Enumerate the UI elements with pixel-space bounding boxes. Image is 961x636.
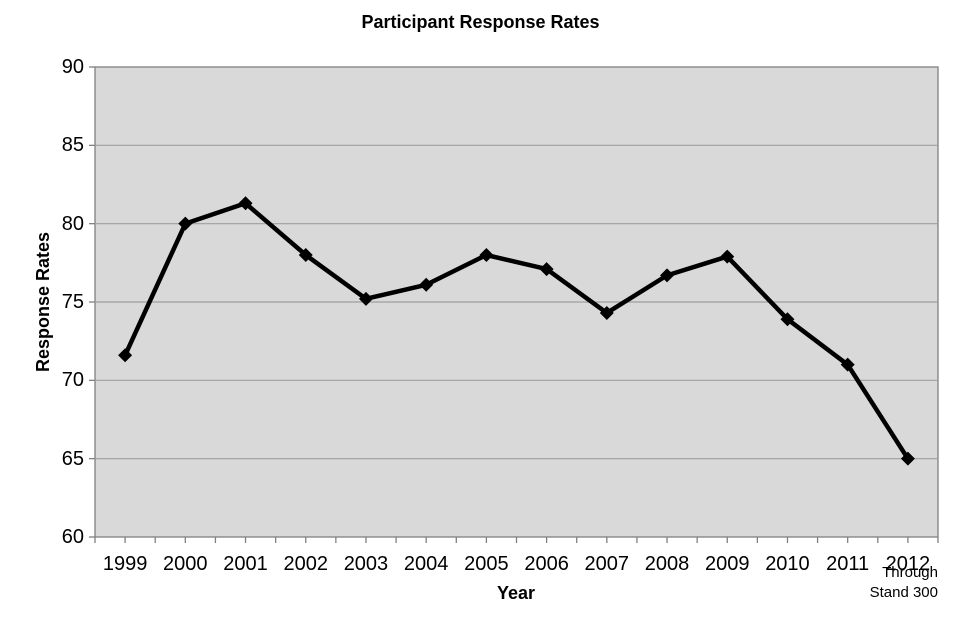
data-point-marker[interactable] bbox=[599, 305, 614, 320]
y-tick-label: 75 bbox=[61, 291, 84, 313]
data-point-marker[interactable] bbox=[539, 262, 554, 277]
series-line bbox=[122, 201, 911, 461]
data-point-marker[interactable] bbox=[298, 248, 313, 262]
data-point-marker[interactable] bbox=[720, 249, 735, 264]
x-tick-label: 2003 bbox=[343, 553, 389, 575]
data-point-marker[interactable] bbox=[118, 348, 133, 363]
x-tick-label: 1999 bbox=[102, 553, 148, 575]
x-tick-label: 2007 bbox=[584, 553, 630, 575]
x-tick-label: 2006 bbox=[524, 553, 569, 575]
x-tick-label: 2008 bbox=[644, 553, 690, 575]
y-tick-label: 65 bbox=[61, 447, 84, 470]
x-tick-label: 2012 bbox=[885, 553, 931, 575]
data-point-marker[interactable] bbox=[780, 312, 795, 327]
x-tick-label: 2004 bbox=[403, 553, 449, 575]
x-tick-label: 2010 bbox=[765, 553, 810, 575]
y-tick-label: 60 bbox=[61, 526, 84, 548]
y-tick-label: 80 bbox=[61, 212, 84, 235]
data-point-marker[interactable] bbox=[840, 357, 855, 372]
y-tick-label: 85 bbox=[61, 134, 84, 157]
data-point-marker[interactable] bbox=[238, 196, 253, 211]
x-tick-label: 2002 bbox=[283, 553, 328, 575]
data-point-marker[interactable] bbox=[178, 216, 193, 231]
data-point-marker[interactable] bbox=[900, 451, 915, 466]
chart-annotation: Through Stand 300 bbox=[869, 564, 938, 601]
y-tick-label: 90 bbox=[61, 56, 84, 78]
data-point-marker[interactable] bbox=[358, 291, 373, 306]
x-tick-label: 2000 bbox=[163, 553, 208, 575]
x-tick-label: 2005 bbox=[464, 553, 509, 575]
x-tick-label: 2009 bbox=[704, 553, 750, 575]
x-tick-label: 2001 bbox=[223, 553, 268, 575]
y-tick-label: 70 bbox=[61, 369, 84, 392]
x-axis-title: Year bbox=[496, 583, 536, 603]
data-point-marker[interactable] bbox=[419, 277, 434, 292]
y-axis-title: Response Rates bbox=[33, 231, 53, 373]
x-tick-label: 2011 bbox=[826, 553, 870, 575]
data-point-marker[interactable] bbox=[479, 248, 494, 262]
data-point-marker[interactable] bbox=[660, 268, 675, 283]
chart-title: Participant Response Rates bbox=[361, 12, 600, 32]
